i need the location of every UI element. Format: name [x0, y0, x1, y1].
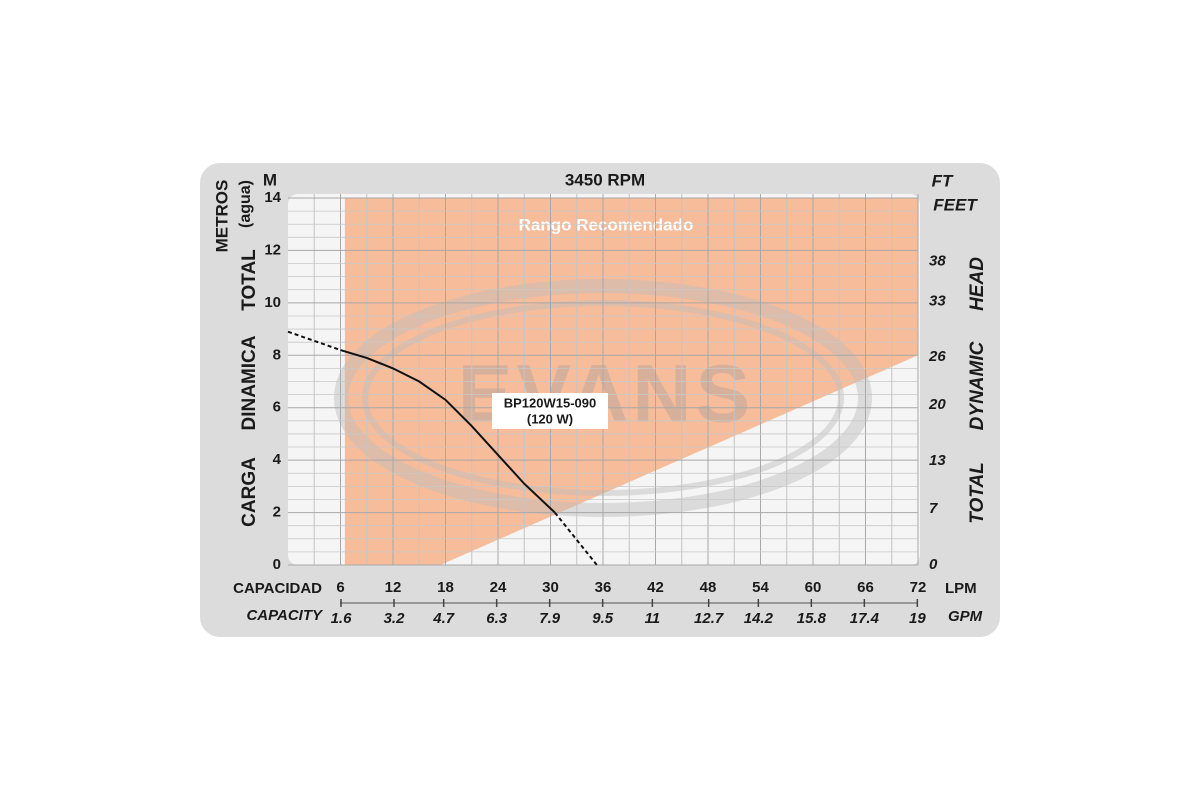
pump-curve	[340, 349, 556, 514]
y-tick-label: 4	[273, 451, 282, 468]
x-tick-label: 24	[490, 579, 507, 596]
x2-tick-label: 9.5	[592, 610, 614, 627]
y-tick-label: 10	[264, 294, 281, 311]
x2-tick-label: 4.7	[432, 610, 455, 627]
y-unit-title: METROS	[212, 180, 231, 253]
x-tick-label: 12	[385, 579, 402, 596]
x-tick-label: 18	[437, 579, 454, 596]
x2-tick-label: 6.3	[486, 610, 508, 627]
y2-tick-label: 26	[928, 348, 946, 365]
y2-tick-label: 7	[929, 500, 938, 517]
x-tick-label: 66	[857, 579, 874, 596]
y-title: DINAMICA	[239, 335, 260, 430]
y-title: CARGA	[239, 457, 260, 527]
y-unit: M	[263, 170, 277, 189]
x-tick-label: 72	[910, 579, 927, 596]
y2-tick-label: 0	[929, 556, 938, 573]
chart-title: 3450 RPM	[565, 170, 645, 189]
curve-label: BP120W15-090	[504, 395, 597, 410]
x2-tick-label: 3.2	[384, 610, 406, 627]
pump-curve	[287, 330, 341, 351]
y-tick-label: 0	[273, 556, 281, 573]
y-tick-label: 6	[273, 399, 281, 416]
y-tick-label: 12	[264, 241, 281, 258]
y2-tick-label: 38	[929, 252, 946, 269]
x2-tick-label: 7.9	[539, 610, 561, 627]
x2-unit: GPM	[948, 608, 983, 625]
y-tick-label: 14	[264, 189, 281, 206]
y2-title: HEAD	[967, 257, 988, 311]
x-tick-label: 30	[542, 579, 559, 596]
x2-tick-label: 11	[645, 610, 661, 627]
x-tick-label: 42	[647, 579, 664, 596]
x-label: CAPACIDAD	[233, 580, 322, 597]
x2-tick-label: 1.6	[331, 610, 353, 627]
y-tick-label: 8	[273, 346, 281, 363]
x-unit: LPM	[945, 580, 977, 597]
y2-title: TOTAL	[967, 462, 988, 524]
x-tick-label: 60	[805, 579, 822, 596]
range-label: Rango Recomendado	[519, 215, 694, 234]
y2-unit: FT	[932, 171, 954, 190]
y2-tick-label: 13	[929, 452, 946, 469]
y2-title: DYNAMIC	[967, 341, 988, 430]
x2-tick-label: 14.2	[744, 610, 774, 627]
x-tick-label: 36	[595, 579, 612, 596]
x-tick-label: 6	[336, 579, 344, 596]
x2-tick-label: 15.8	[797, 610, 827, 627]
plot-layer: Rango RecomendadoEVANSBP120W15-090(120 W…	[287, 194, 919, 566]
x2-tick-label: 12.7	[694, 610, 724, 627]
x-tick-label: 48	[700, 579, 717, 596]
y2-tick-label: 33	[929, 292, 946, 309]
x2-label: CAPACITY	[246, 607, 324, 624]
y-tick-label: 2	[273, 504, 281, 521]
curve-sublabel: (120 W)	[527, 411, 573, 426]
x2-tick-label: 19	[909, 610, 926, 627]
y-title: TOTAL	[239, 249, 260, 311]
curve-label-box	[492, 393, 608, 429]
y2-unit: FEET	[933, 195, 978, 214]
x-tick-label: 54	[752, 579, 769, 596]
y2-tick-label: 20	[928, 396, 946, 413]
y-unit-title: (agua)	[237, 180, 254, 228]
x2-tick-label: 17.4	[850, 610, 880, 627]
